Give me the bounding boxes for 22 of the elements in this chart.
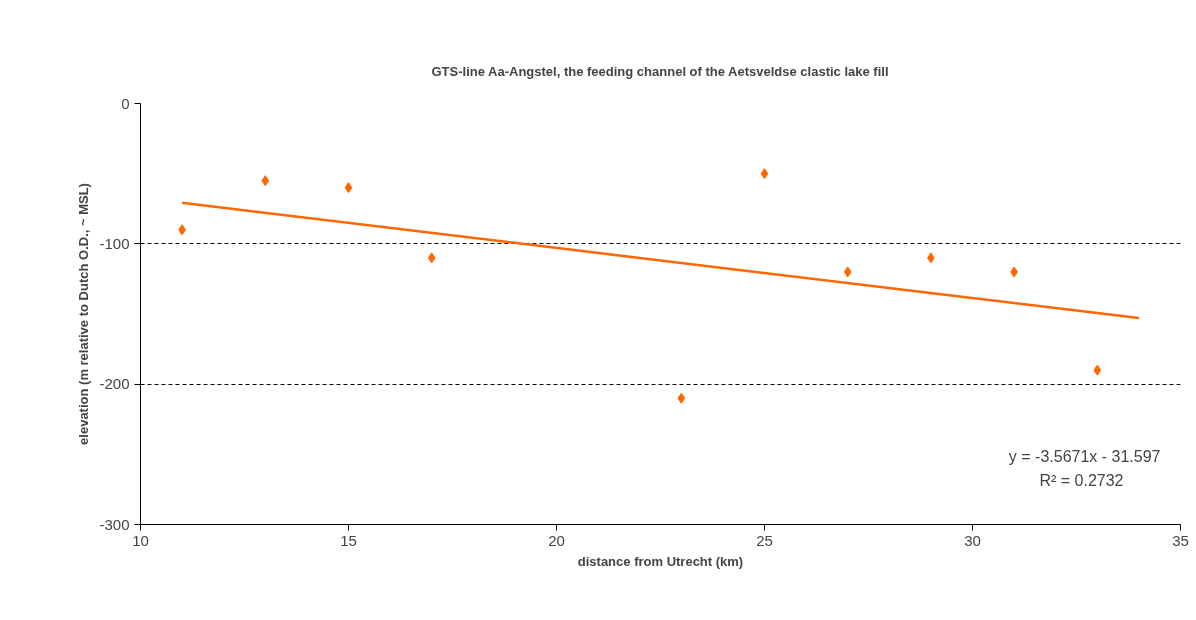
x-tick-label: 35 — [1172, 531, 1189, 549]
y-tick-label: -200 — [99, 375, 130, 393]
x-tick-label: 20 — [548, 531, 565, 549]
x-tick-label: 25 — [756, 531, 773, 549]
point — [677, 392, 686, 404]
x-tick-label: 15 — [340, 531, 357, 549]
y-tick-label: -300 — [99, 515, 130, 533]
point — [1093, 364, 1102, 376]
annotation: y = -3.5671x - 31.597 — [1008, 447, 1161, 465]
point — [344, 182, 353, 194]
y-axis-title: elevation (m relative to Dutch O.D., ~ MSL) — [76, 183, 92, 445]
point — [843, 266, 852, 278]
point — [760, 168, 769, 180]
y-tick-label: -100 — [99, 234, 130, 252]
chart-title: GTS-line Aa-Angstel, the feeding channel of the Aetsveldse clastic lake fill — [431, 63, 889, 79]
annotation: R² = 0.2732 — [1039, 471, 1124, 489]
x-axis-title: distance from Utrecht (km) — [577, 553, 744, 569]
y-tick-label: 0 — [121, 94, 130, 112]
point — [427, 252, 436, 264]
x-tick-label: 30 — [964, 531, 981, 549]
x-tick-label: 10 — [132, 531, 149, 549]
point — [261, 175, 270, 187]
